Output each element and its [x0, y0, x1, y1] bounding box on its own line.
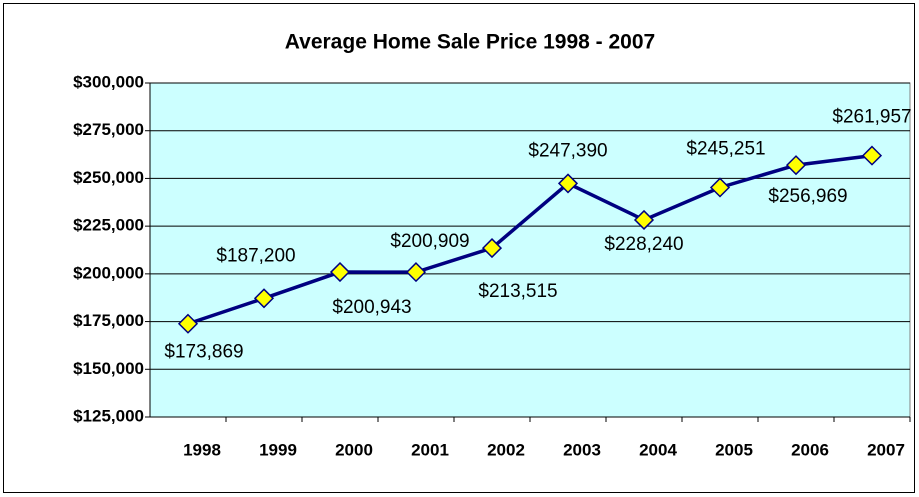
x-tick-label: 2001: [411, 440, 449, 459]
data-label: $200,943: [332, 297, 411, 318]
y-tick-label: $275,000: [73, 120, 144, 139]
x-tick-label: 1998: [183, 440, 221, 459]
x-tick-label: 1999: [259, 440, 297, 459]
y-tick-label: $225,000: [73, 216, 144, 235]
marker: [481, 238, 503, 259]
data-label: $261,957: [832, 107, 911, 128]
x-tick-label: 2000: [335, 440, 373, 459]
marker: [785, 155, 807, 176]
x-tick-label: 2006: [791, 440, 829, 459]
y-tick-label: $250,000: [73, 168, 144, 187]
y-tick-label: $175,000: [73, 311, 144, 330]
data-label: $247,390: [528, 140, 607, 161]
marker: [557, 173, 579, 194]
plot-area: [149, 82, 911, 418]
line: [187, 153, 873, 326]
x-tick-label: 2007: [867, 440, 905, 459]
x-tick-label: 2004: [639, 440, 677, 459]
data-label: $245,251: [686, 139, 765, 160]
y-tick-label: $150,000: [73, 359, 144, 378]
marker: [633, 209, 655, 231]
marker: [329, 261, 351, 283]
marker: [861, 145, 883, 166]
marker: [709, 177, 731, 198]
data-label: $256,969: [768, 186, 847, 207]
marker: [177, 313, 199, 334]
y-tick-label: $300,000: [73, 72, 144, 91]
data-label: $187,200: [216, 245, 295, 266]
x-tick-label: 2005: [715, 440, 753, 459]
marker: [405, 262, 427, 283]
chart-title: Average Home Sale Price 1998 - 2007: [285, 31, 655, 54]
y-tick-label: $200,000: [73, 263, 144, 282]
x-tick-label: 2002: [487, 440, 525, 459]
data-label: $228,240: [604, 234, 683, 255]
x-tick-label: 2003: [563, 440, 601, 459]
marker: [253, 288, 275, 309]
y-tick-label: $125,000: [73, 406, 144, 425]
data-label: $213,515: [478, 281, 557, 302]
data-label: $173,869: [164, 342, 243, 363]
data-label: $200,909: [390, 231, 469, 252]
